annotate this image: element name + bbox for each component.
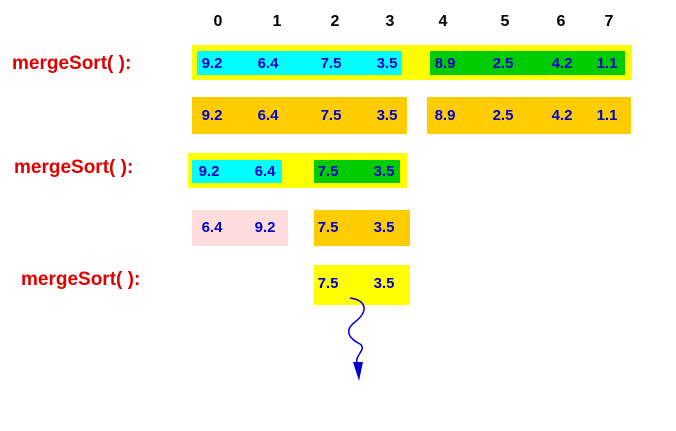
left-half [197, 51, 402, 75]
array-value: 8.9 [435, 107, 456, 124]
half-box [314, 210, 410, 246]
call-label: mergeSort( ): [21, 269, 140, 290]
call-box [314, 265, 410, 305]
array-value: 7.5 [318, 219, 339, 236]
index-label: 2 [331, 13, 340, 30]
array-value: 4.2 [552, 107, 573, 124]
array-value: 3.5 [374, 219, 395, 236]
array-value: 6.4 [258, 55, 280, 72]
array-value: 7.5 [321, 55, 342, 72]
index-label: 0 [214, 13, 223, 30]
array-value: 7.5 [321, 107, 342, 124]
array-value: 2.5 [493, 55, 514, 72]
array-value: 1.1 [597, 107, 618, 124]
right-half [430, 51, 625, 75]
arrow [348, 297, 365, 367]
half-box [192, 97, 407, 134]
array-value: 6.4 [202, 219, 224, 236]
array-value: 3.5 [374, 163, 395, 180]
array-value: 3.5 [374, 275, 395, 292]
array-value: 6.4 [258, 107, 280, 124]
call-label: mergeSort( ): [12, 53, 131, 74]
array-value: 3.5 [377, 107, 398, 124]
sorted-box [192, 210, 288, 246]
index-label: 6 [557, 13, 566, 30]
index-label: 3 [386, 13, 395, 30]
index-label: 4 [439, 13, 448, 30]
index-label: 7 [605, 13, 614, 30]
array-value: 8.9 [435, 55, 456, 72]
arrow-head [353, 362, 363, 381]
index-label: 5 [501, 13, 510, 30]
array-value: 9.2 [202, 107, 223, 124]
array-value: 7.5 [318, 163, 339, 180]
array-value: 2.5 [493, 107, 514, 124]
call-label: mergeSort( ): [14, 157, 133, 178]
array-value: 6.4 [255, 163, 277, 180]
left-half [192, 160, 282, 183]
index-label: 1 [273, 13, 282, 30]
array-value: 9.2 [199, 163, 220, 180]
array-value: 1.1 [597, 55, 618, 72]
half-box [427, 97, 631, 134]
array-value: 7.5 [318, 275, 339, 292]
array-value: 4.2 [552, 55, 573, 72]
array-value: 9.2 [255, 219, 276, 236]
array-value: 9.2 [202, 55, 223, 72]
right-half [314, 160, 400, 183]
array-value: 3.5 [377, 55, 398, 72]
